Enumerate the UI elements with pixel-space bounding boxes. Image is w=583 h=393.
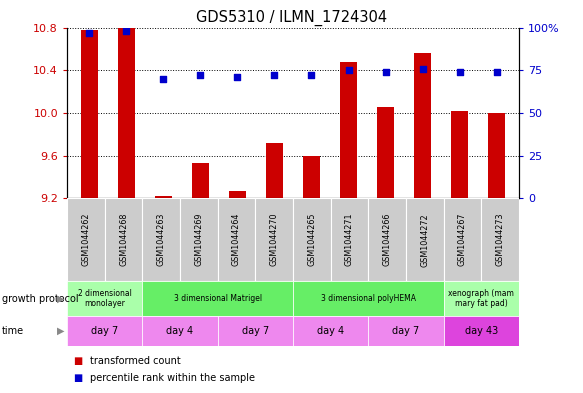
- Point: [122, 28, 131, 34]
- Text: transformed count: transformed count: [90, 356, 181, 366]
- Bar: [142, 316, 217, 346]
- Bar: [105, 198, 142, 281]
- Point: [270, 72, 279, 79]
- Text: GSM1044267: GSM1044267: [458, 213, 467, 266]
- Bar: [67, 281, 142, 316]
- Bar: [67, 198, 105, 281]
- Text: GSM1044263: GSM1044263: [157, 213, 166, 266]
- Point: [159, 75, 168, 82]
- Bar: [217, 198, 255, 281]
- Text: ▶: ▶: [57, 326, 64, 336]
- Bar: [266, 143, 283, 198]
- Bar: [481, 198, 519, 281]
- Bar: [255, 198, 293, 281]
- Text: day 4: day 4: [166, 326, 194, 336]
- Point: [196, 72, 205, 79]
- Text: day 7: day 7: [392, 326, 420, 336]
- Text: ▶: ▶: [57, 294, 64, 304]
- Bar: [293, 198, 331, 281]
- Bar: [489, 113, 505, 198]
- Bar: [118, 26, 135, 198]
- Text: ■: ■: [73, 356, 82, 366]
- Bar: [81, 29, 97, 198]
- Point: [307, 72, 316, 79]
- Bar: [444, 281, 519, 316]
- Bar: [406, 198, 444, 281]
- Text: 3 dimensional polyHEMA: 3 dimensional polyHEMA: [321, 294, 416, 303]
- Text: time: time: [2, 326, 24, 336]
- Text: GSM1044270: GSM1044270: [269, 213, 279, 266]
- Bar: [340, 62, 357, 198]
- Bar: [67, 316, 142, 346]
- Text: GSM1044271: GSM1044271: [345, 213, 354, 266]
- Text: GDS5310 / ILMN_1724304: GDS5310 / ILMN_1724304: [196, 10, 387, 26]
- Bar: [331, 198, 368, 281]
- Bar: [192, 163, 209, 198]
- Bar: [293, 316, 368, 346]
- Bar: [303, 156, 320, 198]
- Bar: [142, 198, 180, 281]
- Bar: [415, 53, 431, 198]
- Text: GSM1044269: GSM1044269: [194, 213, 203, 266]
- Bar: [155, 196, 171, 198]
- Text: day 7: day 7: [242, 326, 269, 336]
- Text: GSM1044272: GSM1044272: [420, 213, 429, 266]
- Text: 2 dimensional
monolayer: 2 dimensional monolayer: [78, 289, 132, 309]
- Text: day 43: day 43: [465, 326, 498, 336]
- Bar: [451, 111, 468, 198]
- Text: growth protocol: growth protocol: [2, 294, 78, 304]
- Text: day 4: day 4: [317, 326, 344, 336]
- Bar: [444, 316, 519, 346]
- Text: GSM1044268: GSM1044268: [119, 213, 128, 266]
- Point: [233, 74, 242, 80]
- Point: [85, 29, 94, 36]
- Text: GSM1044266: GSM1044266: [382, 213, 392, 266]
- Bar: [229, 191, 246, 198]
- Text: day 7: day 7: [91, 326, 118, 336]
- Bar: [142, 281, 293, 316]
- Point: [344, 67, 353, 73]
- Bar: [217, 316, 293, 346]
- Point: [455, 69, 464, 75]
- Point: [492, 69, 501, 75]
- Bar: [180, 198, 217, 281]
- Text: 3 dimensional Matrigel: 3 dimensional Matrigel: [174, 294, 262, 303]
- Text: GSM1044273: GSM1044273: [496, 213, 504, 266]
- Text: GSM1044265: GSM1044265: [307, 213, 317, 266]
- Point: [381, 69, 390, 75]
- Bar: [368, 316, 444, 346]
- Bar: [444, 198, 481, 281]
- Text: GSM1044264: GSM1044264: [232, 213, 241, 266]
- Text: ■: ■: [73, 373, 82, 383]
- Text: GSM1044262: GSM1044262: [82, 213, 90, 266]
- Bar: [368, 198, 406, 281]
- Text: xenograph (mam
mary fat pad): xenograph (mam mary fat pad): [448, 289, 514, 309]
- Bar: [377, 107, 394, 198]
- Bar: [293, 281, 444, 316]
- Point: [418, 65, 427, 72]
- Text: percentile rank within the sample: percentile rank within the sample: [90, 373, 255, 383]
